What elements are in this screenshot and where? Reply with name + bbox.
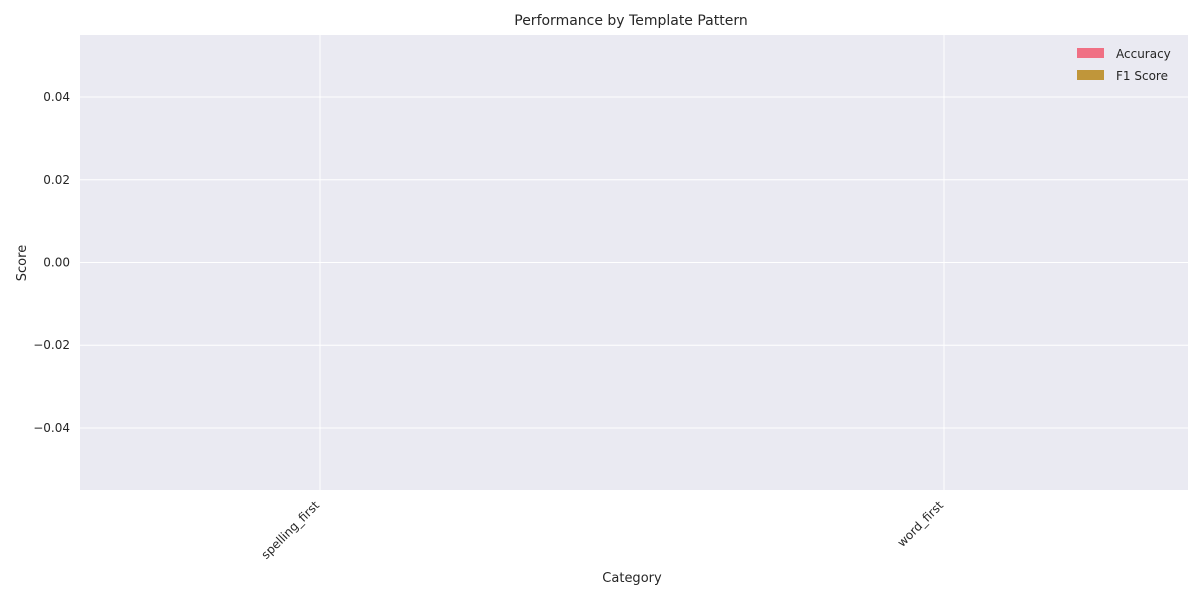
legend-swatch bbox=[1077, 70, 1104, 80]
legend-swatch bbox=[1077, 48, 1104, 58]
x-tick-label: word_first bbox=[895, 498, 947, 550]
chart-title: Performance by Template Pattern bbox=[514, 13, 748, 29]
y-axis-ticks: −0.04 −0.02 0.00 0.02 0.04 bbox=[33, 90, 70, 435]
x-axis-ticks: spelling_first word_first bbox=[259, 498, 947, 562]
x-axis-label: Category bbox=[602, 571, 662, 586]
grid-lines bbox=[80, 35, 1188, 490]
y-tick-label: 0.02 bbox=[43, 173, 70, 187]
y-tick-label: −0.04 bbox=[33, 421, 70, 435]
legend-label: Accuracy bbox=[1116, 47, 1171, 61]
x-tick-label: spelling_first bbox=[259, 498, 323, 562]
y-axis-label: Score bbox=[15, 245, 30, 281]
y-tick-label: 0.04 bbox=[43, 90, 70, 104]
legend-label: F1 Score bbox=[1116, 69, 1168, 83]
legend: Accuracy F1 Score bbox=[1077, 47, 1171, 83]
y-tick-label: −0.02 bbox=[33, 338, 70, 352]
y-tick-label: 0.00 bbox=[43, 256, 70, 270]
